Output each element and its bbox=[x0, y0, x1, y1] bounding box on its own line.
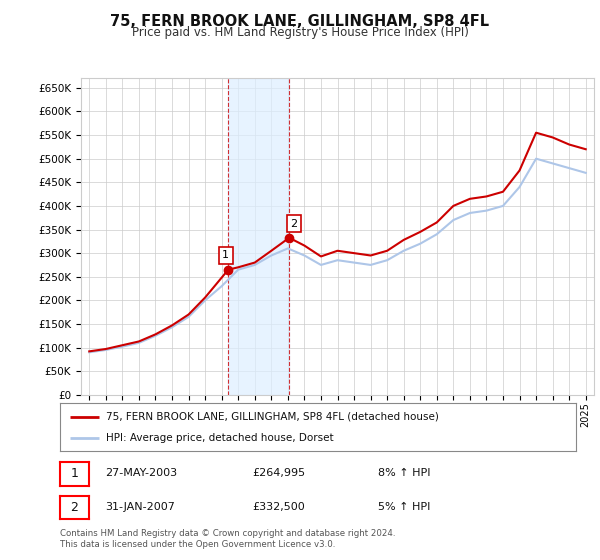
Text: 75, FERN BROOK LANE, GILLINGHAM, SP8 4FL: 75, FERN BROOK LANE, GILLINGHAM, SP8 4FL bbox=[110, 14, 490, 29]
Bar bbox=[228, 78, 289, 395]
Text: 75, FERN BROOK LANE, GILLINGHAM, SP8 4FL (detached house): 75, FERN BROOK LANE, GILLINGHAM, SP8 4FL… bbox=[106, 412, 439, 422]
Text: 2: 2 bbox=[70, 501, 79, 514]
Text: 1: 1 bbox=[70, 467, 79, 480]
Text: HPI: Average price, detached house, Dorset: HPI: Average price, detached house, Dors… bbox=[106, 433, 334, 443]
Text: 5% ↑ HPI: 5% ↑ HPI bbox=[378, 502, 430, 512]
Text: £264,995: £264,995 bbox=[252, 468, 305, 478]
Text: 31-JAN-2007: 31-JAN-2007 bbox=[105, 502, 175, 512]
Text: 8% ↑ HPI: 8% ↑ HPI bbox=[378, 468, 431, 478]
Text: Price paid vs. HM Land Registry's House Price Index (HPI): Price paid vs. HM Land Registry's House … bbox=[131, 26, 469, 39]
Text: 27-MAY-2003: 27-MAY-2003 bbox=[105, 468, 177, 478]
Text: Contains HM Land Registry data © Crown copyright and database right 2024.
This d: Contains HM Land Registry data © Crown c… bbox=[60, 529, 395, 549]
Text: £332,500: £332,500 bbox=[252, 502, 305, 512]
Text: 1: 1 bbox=[222, 250, 229, 260]
Text: 2: 2 bbox=[290, 218, 298, 228]
